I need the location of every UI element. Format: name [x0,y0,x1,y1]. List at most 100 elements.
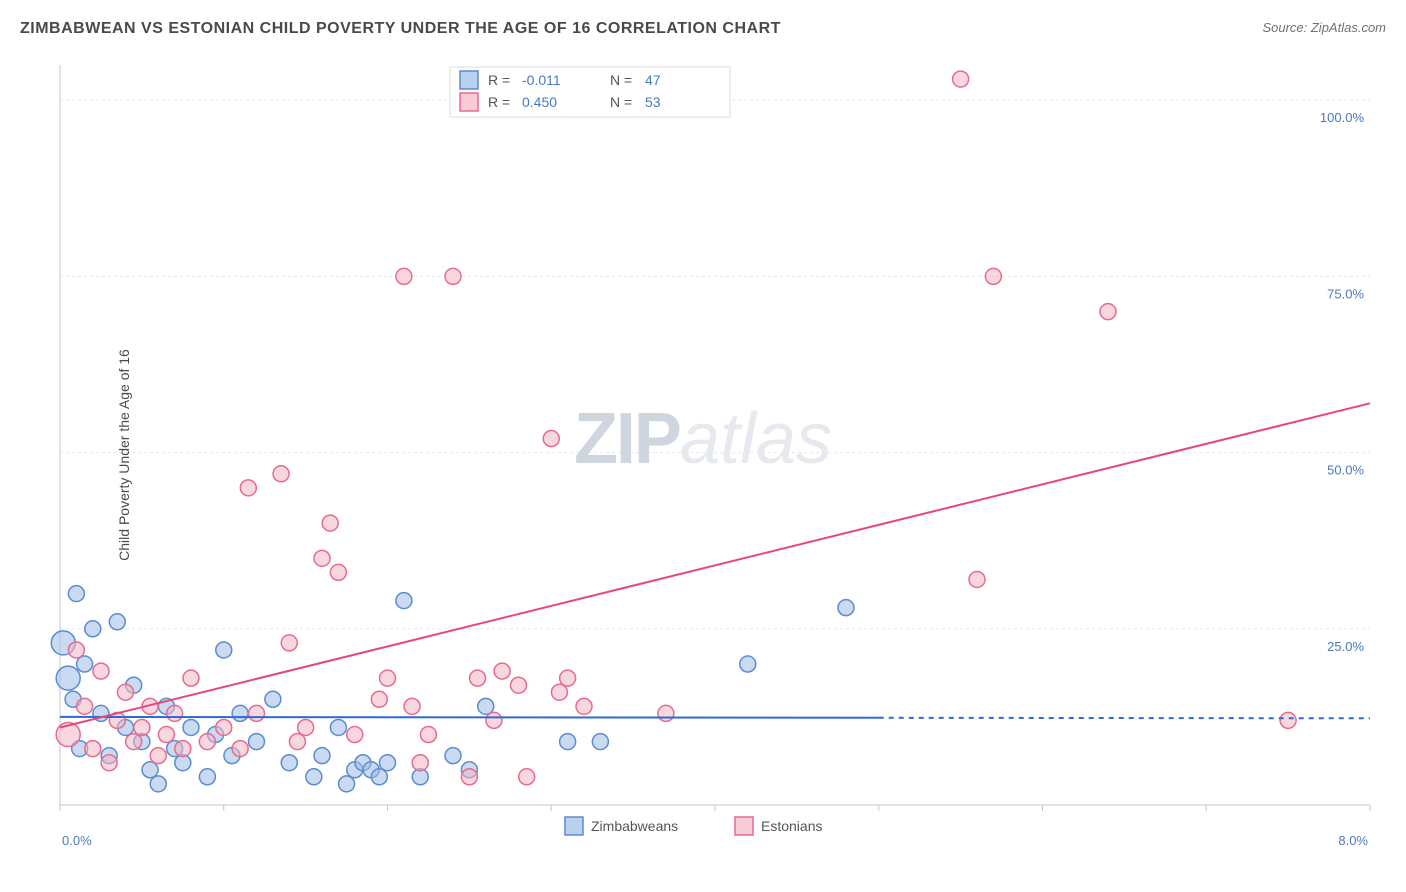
data-point [289,734,305,750]
data-point [470,670,486,686]
svg-text:8.0%: 8.0% [1338,833,1368,848]
data-point [592,734,608,750]
svg-text:0.0%: 0.0% [62,833,92,848]
data-point [486,712,502,728]
svg-text:25.0%: 25.0% [1327,639,1364,654]
data-point [511,677,527,693]
data-point [985,268,1001,284]
data-point [371,769,387,785]
data-point [551,684,567,700]
chart-title: ZIMBABWEAN VS ESTONIAN CHILD POVERTY UND… [20,20,781,37]
data-point [1100,304,1116,320]
svg-text:47: 47 [645,72,661,88]
data-point [445,268,461,284]
trend-line [60,403,1370,727]
svg-text:R =: R = [488,72,510,88]
data-point [347,727,363,743]
data-point [380,755,396,771]
data-point [68,642,84,658]
data-point [445,748,461,764]
svg-text:75.0%: 75.0% [1327,286,1364,301]
data-point [240,480,256,496]
trend-line [60,717,879,718]
svg-text:100.0%: 100.0% [1320,110,1365,125]
svg-text:0.450: 0.450 [522,94,557,110]
svg-text:N =: N = [610,94,632,110]
data-point [134,719,150,735]
data-point [109,614,125,630]
data-point [371,691,387,707]
svg-text:R =: R = [488,94,510,110]
data-point [420,727,436,743]
data-point [478,698,494,714]
data-point [150,748,166,764]
data-point [953,71,969,87]
data-point [380,670,396,686]
data-point [658,705,674,721]
data-point [1280,712,1296,728]
data-point [232,741,248,757]
data-point [969,571,985,587]
scatter-plot: 25.0%50.0%75.0%100.0%0.0%8.0%R =-0.011N … [0,55,1406,855]
data-point [68,586,84,602]
data-point [330,564,346,580]
data-point [216,642,232,658]
data-point [306,769,322,785]
data-point [249,705,265,721]
data-point [85,741,101,757]
data-point [461,769,477,785]
y-axis-label: Child Poverty Under the Age of 16 [116,349,132,561]
data-point [167,705,183,721]
data-point [314,748,330,764]
data-point [281,755,297,771]
data-point [560,670,576,686]
data-point [56,666,80,690]
data-point [101,755,117,771]
legend-swatch [565,817,583,835]
data-point [543,431,559,447]
data-point [265,691,281,707]
data-point [126,734,142,750]
data-point [519,769,535,785]
data-point [412,755,428,771]
data-point [77,656,93,672]
data-point [330,719,346,735]
data-point [199,769,215,785]
svg-text:53: 53 [645,94,661,110]
data-point [77,698,93,714]
data-point [158,727,174,743]
data-point [396,593,412,609]
svg-text:-0.011: -0.011 [522,72,561,88]
data-point [199,734,215,750]
data-point [183,719,199,735]
data-point [838,600,854,616]
data-point [118,684,134,700]
data-point [273,466,289,482]
legend-label: Zimbabweans [591,818,678,834]
data-point [576,698,592,714]
svg-text:N =: N = [610,72,632,88]
legend-swatch [460,71,478,89]
data-point [183,670,199,686]
legend-label: Estonians [761,818,822,834]
data-point [298,719,314,735]
data-point [396,268,412,284]
data-point [281,635,297,651]
data-point [339,776,355,792]
data-point [494,663,510,679]
data-point [150,776,166,792]
data-point [404,698,420,714]
data-point [322,515,338,531]
source-label: Source: ZipAtlas.com [1262,20,1386,35]
data-point [142,762,158,778]
legend-swatch [460,93,478,111]
data-point [216,719,232,735]
data-point [740,656,756,672]
data-point [314,550,330,566]
data-point [175,741,191,757]
data-point [93,663,109,679]
data-point [560,734,576,750]
legend-swatch [735,817,753,835]
data-point [232,705,248,721]
data-point [249,734,265,750]
